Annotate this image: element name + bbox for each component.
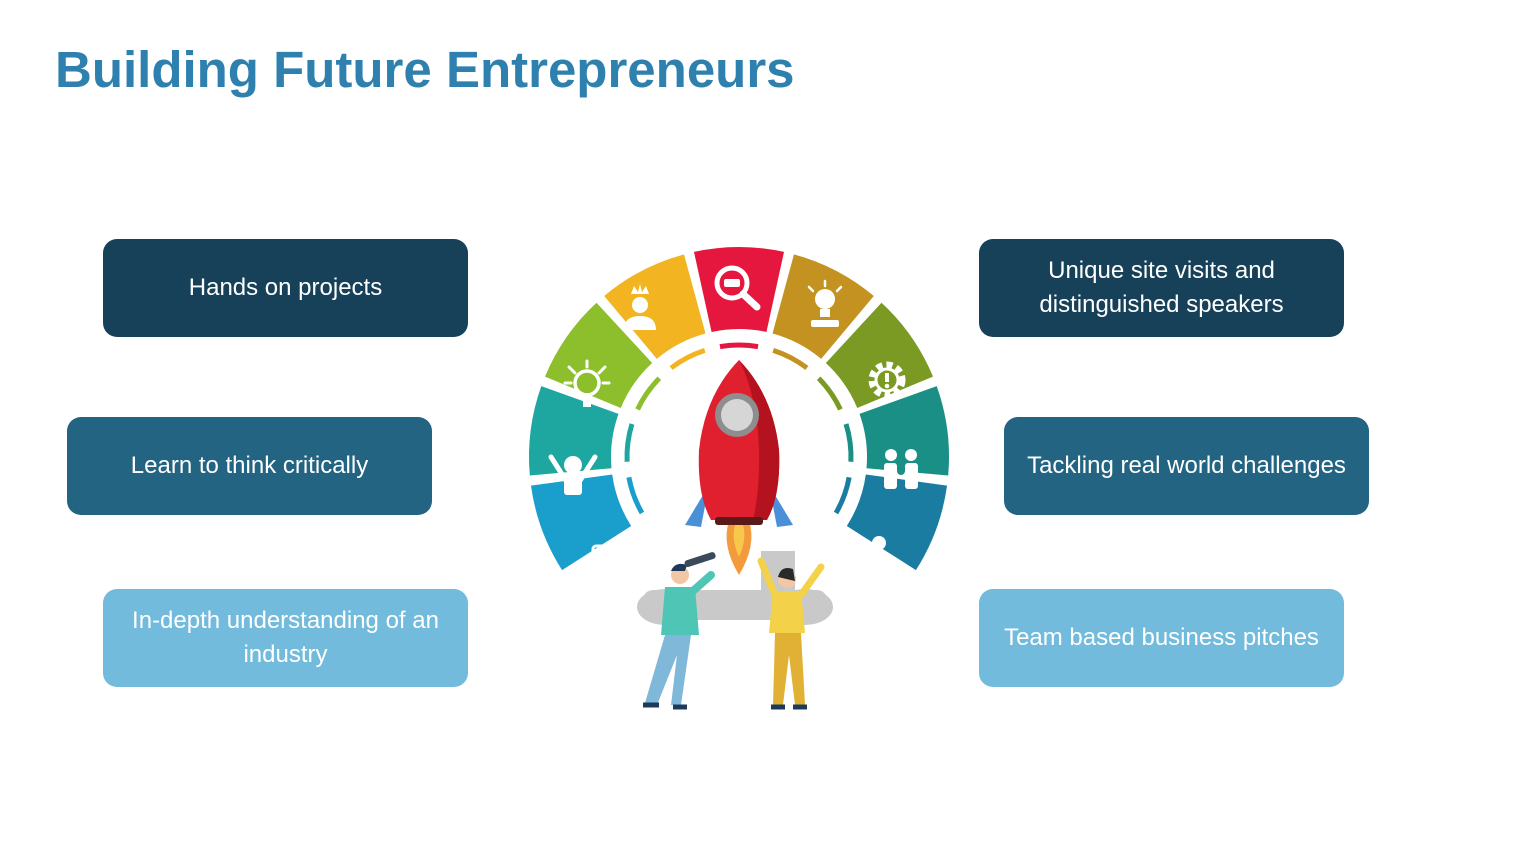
feature-box-business-pitches: Team based business pitches xyxy=(979,589,1344,687)
wheel-segment xyxy=(545,302,653,408)
inner-arc xyxy=(772,347,809,370)
gear-warning-icon xyxy=(868,361,906,399)
feature-label: Unique site visits and distinguished spe… xyxy=(1039,257,1284,318)
wheel-segment xyxy=(859,386,949,476)
inner-arc xyxy=(626,476,645,515)
page-title: Building Future Entrepreneurs xyxy=(55,41,795,98)
feature-box-hands-on-projects: Hands on projects xyxy=(103,239,468,337)
feature-label: Team based business pitches xyxy=(1004,624,1319,651)
inner-arc xyxy=(816,376,843,411)
wheel-segment xyxy=(604,254,706,359)
crowned-person-icon xyxy=(624,284,656,330)
magnifier-icon xyxy=(714,265,761,311)
feature-box-think-critically: Learn to think critically xyxy=(67,417,432,515)
rocket-wheel-illustration xyxy=(529,247,949,710)
inner-arc xyxy=(669,347,706,370)
group-icon xyxy=(839,536,891,571)
wheel-segment xyxy=(529,386,619,476)
wheel-segment xyxy=(825,302,933,408)
inner-arc xyxy=(833,476,852,515)
feature-label: Hands on projects xyxy=(188,274,383,301)
wheel-segment xyxy=(530,474,632,571)
inner-arc xyxy=(635,376,662,411)
people-illustration xyxy=(643,552,825,710)
feature-box-site-visits: Unique site visits and distinguished spe… xyxy=(979,239,1344,337)
id-card-icon xyxy=(591,540,639,578)
family-icon xyxy=(884,449,918,489)
wheel-segments xyxy=(529,247,949,571)
idea-book-icon xyxy=(807,279,843,327)
feature-label: In-depth understanding of an industry xyxy=(132,607,439,668)
person-raising-arms-icon xyxy=(548,454,598,495)
inner-arc xyxy=(843,423,854,462)
feature-label: Tackling real world challenges xyxy=(1027,452,1346,479)
feature-box-industry-understanding: In-depth understanding of an industry xyxy=(103,589,468,687)
lightbulb-hand-icon xyxy=(563,359,611,407)
wheel-segment xyxy=(846,474,948,571)
feature-box-real-world-challenges: Tackling real world challenges xyxy=(1004,417,1369,515)
inner-arc xyxy=(624,423,635,462)
rocket-illustration xyxy=(685,360,793,575)
feature-label: Learn to think critically xyxy=(130,452,369,479)
inner-arc xyxy=(719,342,759,350)
inner-arc-ring xyxy=(624,342,854,515)
wheel-segment xyxy=(693,247,785,332)
